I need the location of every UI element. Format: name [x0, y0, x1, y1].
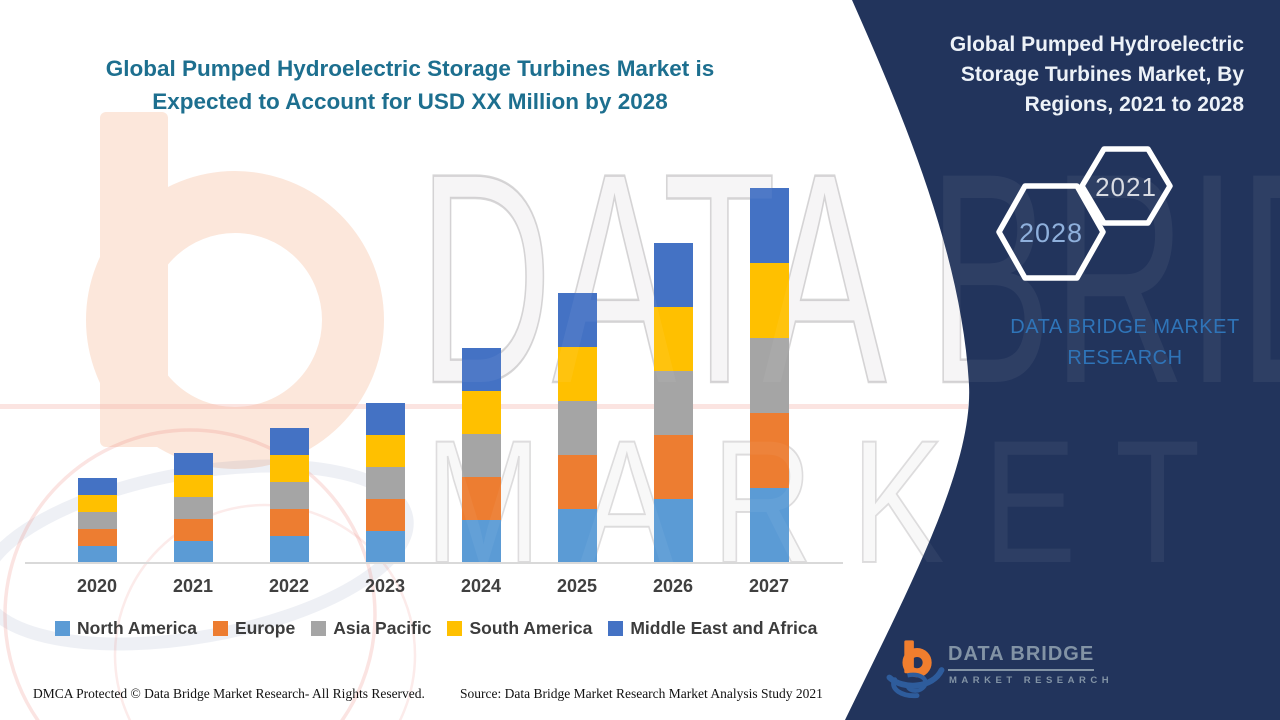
- bar-segment-middle-east-and-africa: [749, 188, 789, 263]
- bar-2027: [749, 188, 789, 563]
- bar-segment-north-america: [365, 531, 405, 563]
- side-panel-title: Global Pumped Hydroelectric Storage Turb…: [844, 30, 1244, 120]
- x-axis-label-2026: 2026: [652, 576, 694, 596]
- databridge-logo-icon: [886, 640, 945, 698]
- bar-segment-south-america: [461, 391, 501, 434]
- legend-label: Europe: [234, 618, 296, 638]
- bar-segment-north-america: [653, 499, 693, 563]
- x-axis-label-2020: 2020: [76, 576, 118, 596]
- logo-subtext: MARKET RESEARCH: [949, 675, 1114, 686]
- bar-segment-asia-pacific: [365, 467, 405, 499]
- page-title-line2: Expected to Account for USD XX Million b…: [152, 89, 668, 114]
- legend-swatch-icon: [311, 621, 327, 636]
- bar-segment-asia-pacific: [173, 497, 213, 519]
- legend-item-asia-pacific: Asia Pacific: [311, 618, 431, 639]
- logo-wordmark: DATA BRIDGE: [948, 643, 1095, 671]
- bar-segment-north-america: [77, 546, 117, 563]
- legend-label: Middle East and Africa: [630, 618, 818, 638]
- x-axis-line: [25, 562, 843, 564]
- bar-segment-south-america: [173, 475, 213, 497]
- legend-swatch-icon: [212, 621, 228, 636]
- legend-item-europe: Europe: [212, 618, 296, 639]
- bar-segment-middle-east-and-africa: [77, 478, 117, 495]
- bar-segment-middle-east-and-africa: [557, 293, 597, 347]
- bar-segment-europe: [173, 519, 213, 541]
- bar-segment-asia-pacific: [557, 401, 597, 455]
- watermark-databridge-text-light: DATA BRIDGE: [418, 110, 1280, 446]
- bar-segment-middle-east-and-africa: [269, 428, 309, 455]
- bar-segment-middle-east-and-africa: [653, 243, 693, 307]
- bar-segment-asia-pacific: [461, 434, 501, 477]
- bar-segment-europe: [77, 529, 117, 546]
- bar-segment-middle-east-and-africa: [365, 403, 405, 435]
- bar-segment-europe: [269, 509, 309, 536]
- chart-legend: North America Europe Asia Pacific South Ame…: [55, 618, 817, 639]
- bar-2026: [653, 243, 693, 563]
- databridge-logo: DATA BRIDGE MARKET RESEARCH: [882, 633, 1182, 713]
- watermark-databridge-text: DATA BRIDGE: [417, 110, 1280, 446]
- bar-segment-middle-east-and-africa: [461, 348, 501, 391]
- legend-swatch-icon: [55, 621, 70, 636]
- bar-segment-south-america: [365, 435, 405, 467]
- bar-2022: [269, 428, 309, 563]
- hexagon-2021-label: 2021: [1095, 172, 1157, 202]
- hexagon-2021-outline: [1079, 146, 1173, 226]
- panel-brand-line1: DATA BRIDGE MARKET: [1010, 316, 1240, 338]
- legend-item-south-america: South America: [447, 618, 592, 639]
- side-panel-title-line2: Storage Turbines Market, By: [960, 63, 1244, 86]
- bar-2025: [557, 293, 597, 563]
- bar-segment-asia-pacific: [77, 512, 117, 529]
- bar-segment-north-america: [269, 536, 309, 563]
- hexagon-2028-outline: [996, 183, 1106, 281]
- bar-segment-europe: [557, 455, 597, 509]
- bar-segment-north-america: [749, 488, 789, 563]
- bar-segment-asia-pacific: [269, 482, 309, 509]
- legend-item-north-america: North America: [55, 618, 197, 639]
- x-axis-label-2023: 2023: [364, 576, 406, 596]
- bar-2020: [77, 478, 117, 563]
- x-axis-label-2025: 2025: [556, 576, 598, 596]
- x-axis-label-2027: 2027: [748, 576, 790, 596]
- x-axis-label-2022: 2022: [268, 576, 310, 596]
- bar-segment-south-america: [557, 347, 597, 401]
- legend-swatch-icon: [447, 621, 463, 636]
- bar-segment-north-america: [461, 520, 501, 563]
- panel-brand-text: DATA BRIDGE MARKET RESEARCH: [960, 312, 1280, 374]
- bar-2023: [365, 403, 405, 563]
- x-axis-label-2021: 2021: [172, 576, 214, 596]
- bar-2021: [173, 453, 213, 563]
- bar-segment-middle-east-and-africa: [173, 453, 213, 475]
- panel-brand-line2: RESEARCH: [1067, 347, 1183, 369]
- bar-segment-north-america: [557, 509, 597, 563]
- page-title: Global Pumped Hydroelectric Storage Turb…: [60, 52, 760, 118]
- side-panel-title-line3: Regions, 2021 to 2028: [1024, 93, 1244, 116]
- bar-segment-south-america: [77, 495, 117, 512]
- bar-segment-south-america: [749, 263, 789, 338]
- bar-2024: [461, 348, 501, 563]
- dmca-notice: DMCA Protected © Data Bridge Market Rese…: [33, 686, 425, 701]
- legend-label: Asia Pacific: [333, 618, 432, 638]
- bar-segment-north-america: [173, 541, 213, 563]
- source-note: Source: Data Bridge Market Research Mark…: [460, 686, 823, 701]
- page-title-line1: Global Pumped Hydroelectric Storage Turb…: [105, 56, 715, 81]
- x-axis-label-2024: 2024: [460, 576, 502, 596]
- bar-segment-europe: [749, 413, 789, 488]
- legend-label: North America: [77, 618, 197, 638]
- legend-swatch-icon: [608, 621, 624, 636]
- bar-segment-asia-pacific: [653, 371, 693, 435]
- bar-segment-south-america: [269, 455, 309, 482]
- bar-segment-asia-pacific: [749, 338, 789, 413]
- legend-label: South America: [469, 618, 593, 638]
- legend-item-middle-east-and-africa: Middle East and Africa: [608, 618, 817, 639]
- bar-segment-europe: [653, 435, 693, 499]
- hexagon-2028-label: 2028: [1019, 218, 1083, 248]
- bar-segment-south-america: [653, 307, 693, 371]
- side-panel-title-line1: Global Pumped Hydroelectric: [949, 33, 1244, 56]
- bar-segment-europe: [365, 499, 405, 531]
- bar-segment-europe: [461, 477, 501, 520]
